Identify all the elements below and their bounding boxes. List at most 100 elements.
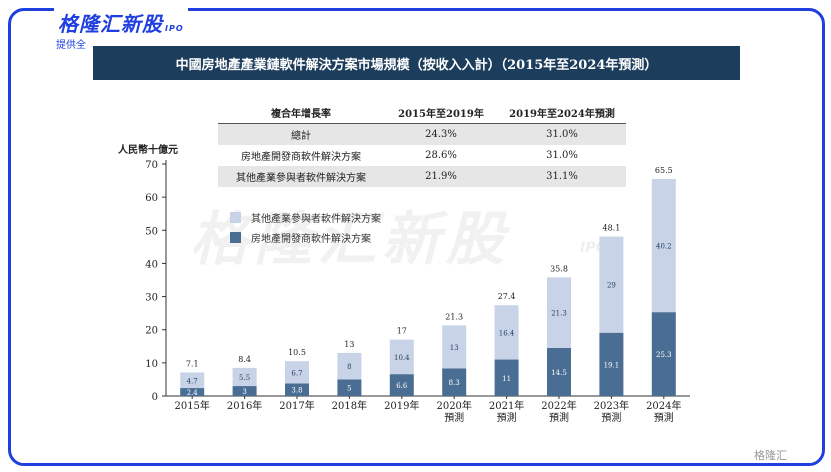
cagr-table: 複合年增長率 2015年至2019年 2019年至2024年預測 總計 24.3…	[218, 102, 626, 187]
y-tick-label: 0	[152, 392, 158, 403]
bar-other	[494, 305, 519, 360]
bar-total-label: 21.3	[445, 312, 463, 321]
cagr-row-other: 其他產業參與者軟件解決方案 21.9% 31.1%	[218, 166, 626, 187]
cagr-cell: 31.1%	[498, 166, 626, 187]
bar-value-developer: 3	[242, 388, 246, 396]
bar-developer	[547, 347, 571, 396]
logo-suffix: IPO	[165, 24, 184, 33]
x-tick-label: 預測	[601, 411, 621, 424]
bar-developer	[389, 374, 414, 396]
x-tick-label: 2016年	[227, 399, 262, 412]
legend-swatch-developer	[230, 231, 241, 243]
chart-legend: 其他產業參與者軟件解決方案 房地產開發商軟件解決方案	[230, 207, 381, 247]
x-tick-label: 2015年	[174, 399, 209, 412]
y-tick-label: 20	[145, 326, 158, 337]
x-tick-label: 2022年	[541, 399, 576, 412]
chart-title-text: 中國房地產產業鏈軟件解決方案市場規模（按收入入計）（2015年至2024年預測）	[175, 57, 658, 73]
bar-other	[599, 236, 624, 333]
cagr-header-row: 複合年增長率 2015年至2019年 2019年至2024年預測	[218, 102, 626, 124]
bar-value-other: 16.4	[499, 329, 515, 337]
legend-item-developer: 房地產開發商軟件解決方案	[230, 227, 381, 247]
legend-label-developer: 房地產開發商軟件解決方案	[251, 233, 371, 245]
bar-developer	[494, 359, 519, 396]
x-tick-label: 2018年	[332, 399, 367, 412]
page-frame	[8, 8, 825, 466]
bar-total-label: 8.4	[238, 355, 251, 364]
bar-value-developer: 6.6	[396, 382, 408, 390]
bar-value-other: 4.7	[187, 377, 198, 385]
cagr-row-developer: 房地產開發商軟件解決方案 28.6% 31.0%	[218, 145, 626, 166]
x-tick-label: 2023年	[594, 399, 629, 412]
bar-value-developer: 8.3	[449, 379, 460, 387]
cagr-cell: 28.6%	[425, 150, 457, 161]
legend-swatch-other	[230, 211, 241, 223]
bar-other	[232, 367, 257, 387]
cagr-cell: 總計	[218, 123, 384, 145]
bar-developer	[651, 312, 676, 396]
logo-text: 格隆汇新股	[58, 12, 163, 36]
brand-logo[interactable]: 格隆汇新股 IPO	[54, 8, 188, 37]
chart-title: 中國房地產產業鏈軟件解決方案市場規模（按收入入計）（2015年至2024年預測）	[93, 46, 740, 80]
bar-developer	[599, 332, 624, 396]
x-tick-label: 2017年	[279, 399, 314, 412]
y-tick-label: 60	[145, 193, 158, 204]
x-tick-label: 預測	[654, 411, 674, 424]
bar-other	[547, 277, 571, 348]
bar-developer	[337, 379, 362, 396]
bar-value-other: 10.4	[394, 354, 410, 362]
bar-other	[651, 178, 676, 313]
cagr-cell: 房地產開發商軟件解決方案	[241, 152, 361, 163]
bar-total-label: 27.4	[498, 292, 516, 301]
bar-value-other: 5.5	[239, 374, 250, 382]
bar-value-developer: 14.5	[551, 369, 567, 377]
cagr-cell: 31.0%	[498, 123, 626, 145]
y-axis-unit-label: 人民幣十億元	[118, 145, 178, 156]
bar-developer	[232, 386, 257, 396]
bar-value-developer: 19.1	[604, 361, 620, 369]
bar-value-developer: 2.4	[187, 389, 199, 397]
cagr-header-period1: 2015年至2019年	[384, 102, 498, 124]
bar-developer	[442, 368, 467, 396]
bar-value-other: 29	[607, 282, 616, 290]
y-tick-label: 30	[145, 293, 158, 304]
bar-value-developer: 5	[347, 385, 351, 393]
bar-other	[442, 325, 467, 369]
x-tick-label: 預測	[444, 411, 464, 424]
bar-value-other: 8	[347, 363, 351, 371]
bar-total-label: 13	[344, 340, 354, 349]
y-tick-label: 10	[145, 359, 158, 370]
cagr-row-total: 總計 24.3% 31.0%	[218, 123, 626, 145]
cagr-header-period2: 2019年至2024年預測	[498, 102, 626, 124]
cagr-header-label: 複合年增長率	[218, 102, 384, 124]
bar-value-developer: 25.3	[656, 351, 672, 359]
bar-total-label: 35.8	[550, 264, 568, 273]
bar-other	[285, 361, 309, 384]
legend-item-other: 其他產業參與者軟件解決方案	[230, 207, 381, 227]
cagr-cell: 其他產業參與者軟件解決方案	[218, 166, 384, 187]
cagr-cell: 24.3%	[384, 123, 498, 145]
x-tick-label: 預測	[497, 411, 517, 424]
y-tick-label: 40	[145, 259, 158, 270]
bar-value-other: 21.3	[551, 310, 567, 318]
bar-developer	[285, 383, 309, 396]
bar-value-other: 6.7	[291, 369, 302, 377]
bar-total-label: 7.1	[186, 359, 199, 368]
y-tick-label: 50	[145, 226, 158, 237]
bar-total-label: 65.5	[655, 166, 673, 175]
cagr-cell: 21.9%	[384, 166, 498, 187]
x-tick-label: 2019年	[384, 399, 419, 412]
bar-other	[389, 339, 414, 375]
footer-logo: 格隆汇	[754, 449, 787, 462]
x-tick-label: 2020年	[436, 399, 471, 412]
bar-other	[180, 372, 205, 389]
y-tick-label: 70	[145, 160, 158, 171]
bar-value-other: 13	[450, 344, 459, 352]
legend-label-other: 其他產業參與者軟件解決方案	[251, 213, 381, 225]
bar-developer	[180, 388, 205, 396]
x-tick-label: 2021年	[489, 399, 524, 412]
bar-total-label: 48.1	[602, 224, 620, 233]
bar-other	[337, 352, 362, 380]
watermark: 格隆汇新股	[190, 205, 511, 273]
x-tick-label: 2024年	[646, 399, 681, 412]
